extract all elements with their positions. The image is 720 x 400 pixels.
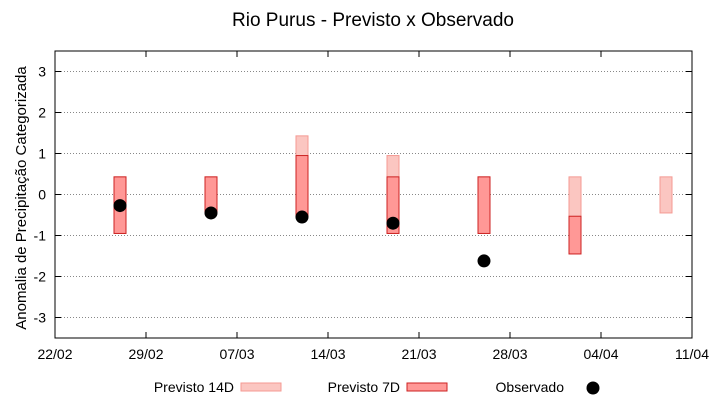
legend-label-previsto-14d: Previsto 14D: [154, 379, 234, 395]
x-tick-label: 22/02: [37, 346, 72, 362]
observado-point: [204, 206, 218, 220]
y-axis-ticks: -3 -2 -1 0 1 2 3: [34, 64, 692, 326]
y-axis-label: Anomalia de Precipitação Categorizada: [13, 66, 30, 330]
x-tick-label: 14/03: [310, 346, 345, 362]
observed-points: [113, 199, 491, 268]
legend-label-previsto-7d: Previsto 7D: [328, 379, 400, 395]
previsto-7d-bar: [477, 176, 491, 234]
x-tick-label: 07/03: [219, 346, 254, 362]
legend-marker-observado: [586, 381, 600, 395]
y-tick-label: 2: [38, 105, 46, 121]
previsto-14d-bar: [659, 176, 673, 214]
x-tick-label: 11/04: [675, 346, 709, 362]
x-axis-ticks: 22/02 29/02 07/03 14/03 21/03 28/03 04/04 11/04: [37, 51, 709, 362]
observado-point: [386, 216, 400, 230]
y-tick-label: 1: [38, 146, 46, 162]
previsto-7d-bar: [568, 215, 582, 255]
x-tick-label: 29/02: [128, 346, 163, 362]
y-tick-label: 0: [38, 187, 46, 203]
y-tick-label: -3: [34, 310, 47, 326]
observado-point: [113, 199, 127, 213]
previsto-7d-bar: [295, 155, 309, 218]
x-tick-label: 21/03: [401, 346, 436, 362]
x-tick-label: 28/03: [492, 346, 527, 362]
y-tick-label: -1: [34, 228, 47, 244]
legend-label-observado: Observado: [496, 379, 565, 395]
chart-title: Rio Purus - Previsto x Observado: [232, 10, 514, 31]
y-tick-label: 3: [38, 64, 46, 80]
legend: Previsto 14D Previsto 7D Observado: [154, 379, 600, 395]
legend-swatch-previsto-7d: [406, 382, 448, 392]
legend-swatch-previsto-14d: [240, 382, 282, 392]
gridlines: [55, 71, 692, 318]
x-tick-label: 04/04: [583, 346, 618, 362]
forecast-bars: [113, 135, 673, 255]
y-tick-label: -2: [34, 269, 47, 285]
observado-point: [295, 210, 309, 224]
observado-point: [477, 254, 491, 268]
